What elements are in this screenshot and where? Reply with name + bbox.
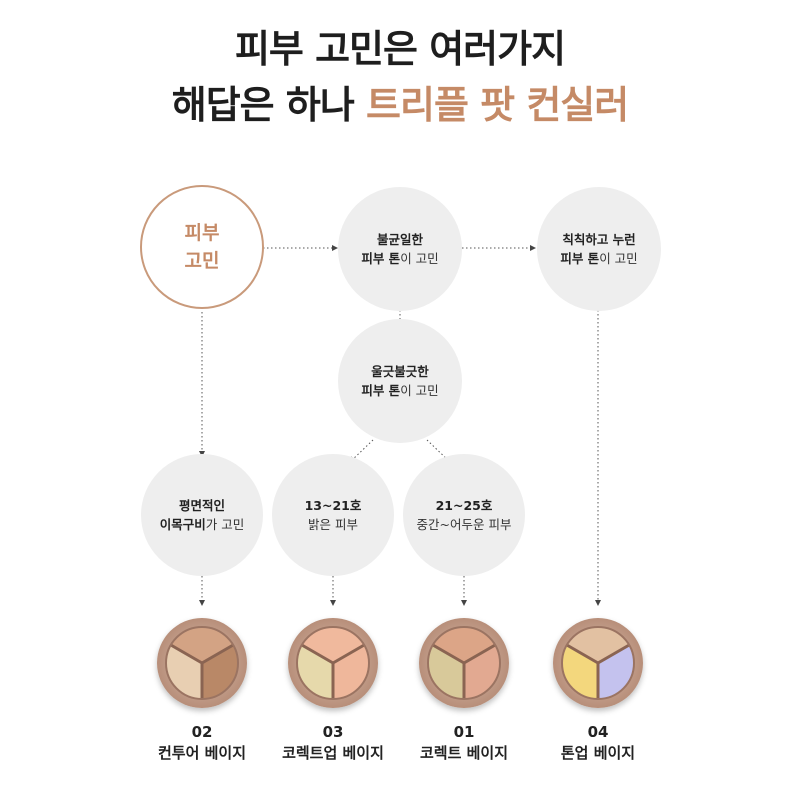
palette-rim <box>165 626 239 700</box>
node-dull-emph: 피부 톤 <box>560 251 600 266</box>
node-uneven-rest: 이 고민 <box>400 251 439 266</box>
headline-accent: 트리플 팟 컨실러 <box>366 83 629 127</box>
node-flat-emph: 이목구비 <box>159 517 206 532</box>
palette-icon <box>165 626 239 700</box>
palette-divider <box>170 643 203 665</box>
product-label-03: 03 코렉트업 베이지 <box>263 722 403 764</box>
node-dull-title: 칙칙하고 누런 <box>562 232 636 247</box>
product-label-02: 02 컨투어 베이지 <box>132 722 272 764</box>
product-label-01: 01 코렉트 베이지 <box>394 722 534 764</box>
node-light-skin: 13~21호 밝은 피부 <box>272 454 394 576</box>
palette-divider <box>597 643 630 665</box>
palette-icon <box>561 626 635 700</box>
arrow-red-to-light <box>349 439 374 463</box>
node-uneven-emph: 피부 톤 <box>361 251 401 266</box>
node-light-desc: 밝은 피부 <box>308 517 358 532</box>
palette-divider <box>566 643 599 665</box>
node-red-title: 울긋불긋한 <box>371 364 429 379</box>
node-mid-skin: 21~25호 중간~어두운 피부 <box>403 454 525 576</box>
product-number: 01 <box>453 723 475 741</box>
product-number: 04 <box>587 723 609 741</box>
palette-rim <box>296 626 370 700</box>
palette-divider <box>463 643 496 665</box>
palette-pan <box>566 627 630 663</box>
node-light-title: 13~21호 <box>304 498 362 513</box>
palette-divider <box>201 643 234 665</box>
product-name: 컨투어 베이지 <box>157 744 247 762</box>
product-name: 톤업 베이지 <box>560 744 636 762</box>
node-uneven-tone: 불균일한 피부 톤이 고민 <box>338 187 462 311</box>
headline-line-2: 해답은 하나 트리플 팟 컨실러 <box>0 74 800 129</box>
node-mid-desc: 중간~어두운 피부 <box>416 517 512 532</box>
compact-03 <box>288 618 378 708</box>
node-skin-concern-line2: 고민 <box>184 250 220 272</box>
palette-divider <box>301 643 334 665</box>
node-red-tone: 울긋불긋한 피부 톤이 고민 <box>338 319 462 443</box>
node-red-emph: 피부 톤 <box>361 383 401 398</box>
node-dull-rest: 이 고민 <box>599 251 638 266</box>
product-number: 03 <box>322 723 344 741</box>
node-skin-concern: 피부 고민 <box>140 185 264 309</box>
node-flat-features: 평면적인 이목구비가 고민 <box>141 454 263 576</box>
product-label-04: 04 톤업 베이지 <box>528 722 668 764</box>
node-flat-title: 평면적인 <box>178 498 225 513</box>
palette-icon <box>427 626 501 700</box>
palette-rim <box>427 626 501 700</box>
product-name: 코렉트업 베이지 <box>282 744 384 762</box>
compact-01 <box>419 618 509 708</box>
palette-rim <box>561 626 635 700</box>
headline-line-1: 피부 고민은 여러가지 <box>234 27 566 71</box>
palette-divider <box>332 643 365 665</box>
compact-04 <box>553 618 643 708</box>
product-name: 코렉트 베이지 <box>419 744 509 762</box>
node-flat-rest: 가 고민 <box>205 517 245 532</box>
headline-line-2-prefix: 해답은 하나 <box>171 83 367 127</box>
product-number: 02 <box>191 723 213 741</box>
palette-divider <box>432 643 465 665</box>
node-red-rest: 이 고민 <box>400 383 439 398</box>
palette-icon <box>296 626 370 700</box>
node-skin-concern-line1: 피부 <box>184 222 220 244</box>
arrow-red-to-mid <box>426 439 451 463</box>
compact-02 <box>157 618 247 708</box>
node-uneven-title: 불균일한 <box>376 232 423 247</box>
node-mid-title: 21~25호 <box>435 498 493 513</box>
node-dull-tone: 칙칙하고 누런 피부 톤이 고민 <box>537 187 661 311</box>
